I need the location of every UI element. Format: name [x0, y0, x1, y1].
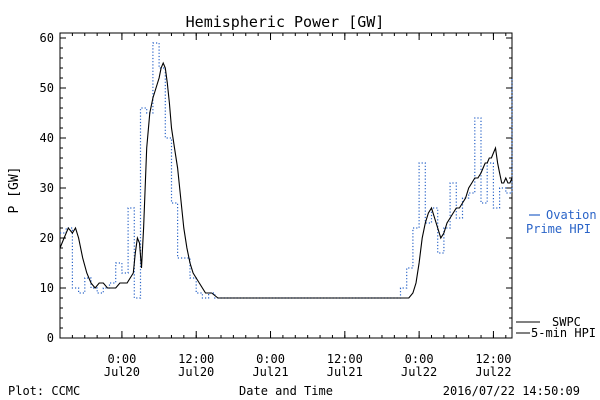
y-tick-label: 50 — [40, 81, 54, 95]
y-tick-label: 40 — [40, 131, 54, 145]
x-tick-date-label: Jul22 — [475, 365, 511, 379]
y-tick-label: 20 — [40, 231, 54, 245]
footer-timestamp: 2016/07/22 14:50:09 — [443, 384, 580, 398]
x-tick-time-label: 0:00 — [107, 352, 136, 366]
legend-label-ovation-line2: Prime HPI — [526, 222, 591, 236]
x-tick-time-label: 12:00 — [327, 352, 363, 366]
x-tick-time-label: 0:00 — [405, 352, 434, 366]
x-tick-time-label: 12:00 — [475, 352, 511, 366]
y-tick-label: 0 — [47, 331, 54, 345]
legend-label-swpc-line1: SWPC — [552, 315, 581, 329]
series-ovation-prime-line — [60, 42, 513, 299]
y-tick-label: 10 — [40, 281, 54, 295]
x-axis: 0:00Jul2012:00Jul200:00Jul2112:00Jul210:… — [71, 33, 511, 379]
footer-credit: Plot: CCMC — [8, 384, 80, 398]
x-tick-date-label: Jul21 — [252, 365, 288, 379]
y-tick-label: 30 — [40, 181, 54, 195]
legend-label-swpc-line2: 5-min HPI — [531, 326, 596, 340]
series-layer — [59, 42, 513, 299]
y-tick-label: 60 — [40, 31, 54, 45]
x-axis-label: Date and Time — [239, 384, 333, 398]
legend-label-ovation-line1: Ovation — [546, 208, 597, 222]
series-swpc-line — [59, 61, 513, 299]
x-tick-time-label: 0:00 — [256, 352, 285, 366]
x-tick-date-label: Jul22 — [401, 365, 437, 379]
x-tick-time-label: 12:00 — [178, 352, 214, 366]
y-axis-label: P [GW] — [7, 167, 22, 214]
x-tick-date-label: Jul21 — [327, 365, 363, 379]
chart-title: Hemispheric Power [GW] — [186, 13, 385, 31]
x-tick-date-label: Jul20 — [104, 365, 140, 379]
x-tick-date-label: Jul20 — [178, 365, 214, 379]
plot-frame — [59, 32, 513, 339]
y-axis: 0 10 20 30 40 50 60 — [40, 31, 512, 345]
legend: Ovation Prime HPI SWPC 5-min HPI — [516, 208, 597, 340]
